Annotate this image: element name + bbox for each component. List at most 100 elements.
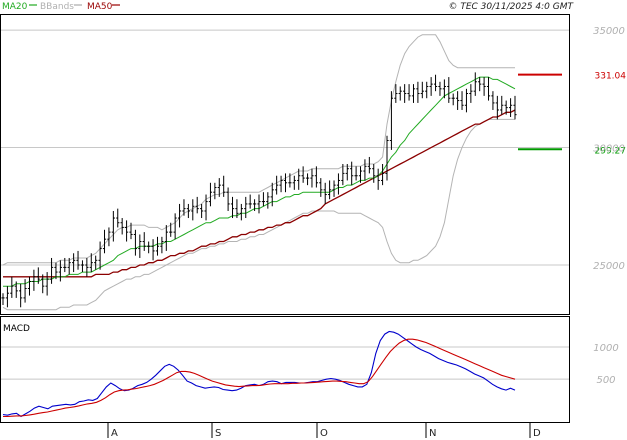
ohlc-bar: [32, 269, 36, 291]
price-tick-label: 30000: [593, 144, 625, 155]
ohlc-bar: [151, 239, 155, 261]
ohlc-bar: [482, 77, 486, 96]
ohlc-bar: [169, 222, 173, 237]
ohlc-bar: [252, 199, 257, 211]
ohlc-bar: [416, 81, 420, 103]
copyright-text: © TEC 30/11/2025 4:0 GMT: [448, 2, 574, 12]
ohlc-bar: [27, 276, 32, 296]
ohlc-bar: [380, 164, 385, 186]
ohlc-bar: [226, 187, 230, 211]
ohlc-bar: [425, 81, 429, 99]
ohlc-bar: [41, 274, 45, 294]
ohlc-bar: [363, 159, 367, 181]
macd-axis: 500 1000: [593, 343, 618, 386]
macd-grid: [1, 346, 569, 380]
ohlc-bar: [350, 161, 354, 186]
ohlc-bar: [133, 229, 138, 256]
ohlc-bar: [14, 281, 18, 298]
ohlc-bar: [442, 79, 446, 99]
ohlc-bar: [72, 253, 76, 273]
support-label: 299.27: [595, 146, 627, 156]
resistance-label: 331.04: [595, 72, 627, 82]
ohlc-bar: [500, 95, 504, 115]
ohlc-bar: [230, 196, 235, 219]
ohlc-bar: [438, 81, 442, 96]
ohlc-bar: [147, 241, 151, 254]
ohlc-bar: [239, 203, 243, 221]
ohlc-bar: [58, 260, 62, 282]
ohlc-bar: [98, 241, 102, 270]
ohlc-bar: [235, 199, 239, 219]
ohlc-bar: [80, 260, 85, 273]
price-tick-label: 25000: [593, 261, 625, 272]
ohlc-bar: [389, 91, 394, 150]
ohlc-bar: [486, 77, 491, 101]
ohlc-bar: [323, 182, 327, 204]
ohlc-bar: [19, 283, 23, 308]
ohlc-bar: [433, 74, 438, 92]
ohlc-bar: [222, 175, 226, 197]
ohlc-bar: [266, 192, 270, 209]
ohlc-bar: [279, 175, 283, 193]
ohlc-bar: [217, 178, 221, 197]
price-tick-label: 35000: [593, 26, 625, 37]
ohlc-bar: [478, 77, 482, 92]
legend-bbands: BBands: [40, 2, 74, 12]
ohlc-bar: [257, 194, 261, 214]
ohlc-bar: [495, 95, 499, 120]
ohlc-bar: [173, 213, 177, 240]
ohlc-bar: [23, 279, 27, 303]
ma20-line: [3, 76, 516, 287]
macd-tick-label: 1000: [593, 343, 618, 354]
ohlc-bar: [398, 86, 402, 101]
macd-lines: [2, 330, 516, 418]
ohlc-bar: [275, 175, 279, 195]
ohlc-bar: [358, 166, 363, 183]
ohlc-bar: [261, 192, 266, 207]
ohlc-bar: [160, 236, 164, 254]
price-axis: 25000 30000 35000: [593, 26, 625, 272]
month-label: S: [215, 428, 221, 439]
ohlc-bar: [213, 182, 217, 200]
ohlc-bar: [367, 156, 371, 174]
ohlc-bar: [332, 180, 336, 197]
ohlc-bar: [67, 257, 71, 275]
ohlc-bar: [314, 166, 318, 188]
ohlc-bar: [411, 84, 416, 103]
ohlc-bar: [394, 84, 398, 103]
ohlc-bar: [403, 84, 407, 103]
month-label: N: [429, 428, 436, 439]
month-label: O: [320, 428, 328, 439]
ohlc-bar: [451, 93, 455, 106]
ohlc-bar: [208, 182, 213, 207]
ohlc-bar: [248, 194, 252, 209]
ohlc-bar: [120, 218, 124, 235]
ohlc-bar: [301, 166, 305, 183]
signal-line: [3, 338, 516, 418]
ohlc-bar: [460, 91, 464, 110]
ohlc-bar: [345, 164, 349, 181]
macd-title: MACD: [3, 324, 30, 334]
ohlc-bar: [191, 199, 195, 221]
ohlc-bar: [63, 257, 67, 273]
ohlc-bar: [310, 168, 314, 188]
ohlc-bar: [182, 199, 186, 216]
ohlc-bar: [288, 173, 292, 188]
ohlc-bar: [10, 276, 14, 298]
ohlc-bar: [305, 173, 310, 186]
ohlc-bar: [297, 168, 301, 190]
ohlc-bar: [54, 262, 58, 280]
ohlc-bar: [407, 84, 411, 101]
ohlc-bar: [76, 250, 80, 270]
moving-averages: [3, 76, 516, 287]
bollinger-bands: [2, 34, 515, 311]
ohlc-bar: [195, 196, 199, 214]
ohlc-bar: [186, 203, 190, 219]
macd-tick-label: 500: [596, 375, 615, 386]
ohlc-bar: [319, 178, 323, 197]
ohlc-bar: [270, 182, 274, 207]
ohlc-bar: [1, 293, 5, 305]
ohlc-bar: [177, 203, 182, 228]
